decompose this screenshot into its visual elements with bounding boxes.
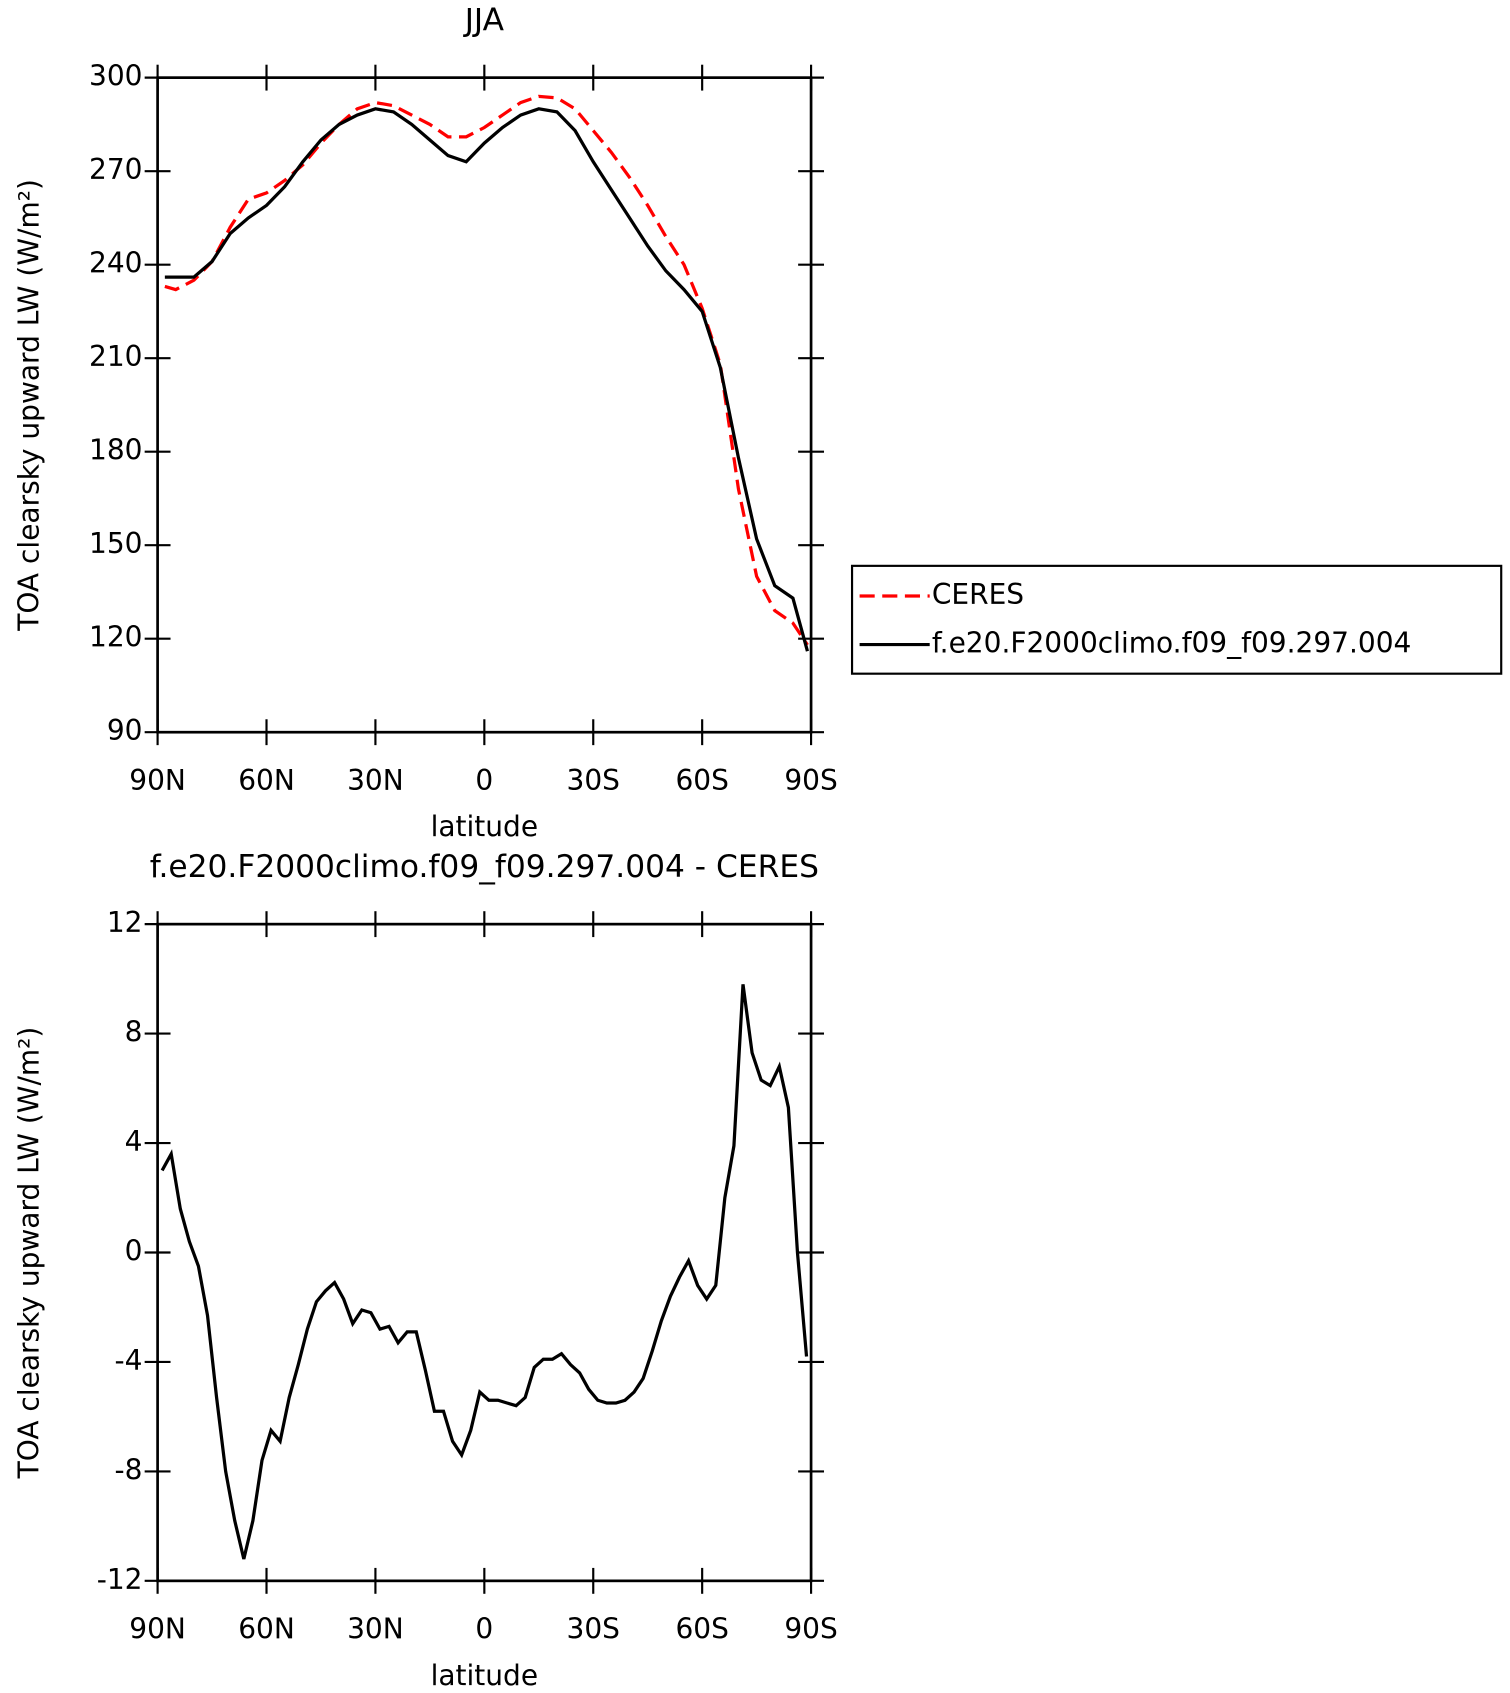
chart-title: JJA xyxy=(463,3,505,39)
data-line xyxy=(164,107,810,652)
x-tick-label: 90N xyxy=(129,764,186,797)
x-axis-label: latitude xyxy=(431,810,538,843)
data-line xyxy=(160,984,809,1560)
x-tick-label: 0 xyxy=(475,764,493,797)
legend-label: f.e20.F2000climo.f09_f09.297.004 xyxy=(932,627,1412,660)
legend-box xyxy=(850,564,1503,675)
plot-frame xyxy=(156,76,813,734)
data-line xyxy=(164,94,809,646)
x-axis-label: latitude xyxy=(431,1659,538,1692)
x-tick-label: 30N xyxy=(347,764,404,797)
x-tick-label: 30N xyxy=(347,1612,404,1645)
y-axis-label: TOA clearsky upward LW (W/m²) xyxy=(12,179,45,632)
plot-frame xyxy=(156,922,813,1583)
y-axis-label: TOA clearsky upward LW (W/m²) xyxy=(12,1027,45,1480)
x-tick-label: 60N xyxy=(238,764,295,797)
x-tick-label: 0 xyxy=(475,1612,493,1645)
x-tick-label: 90N xyxy=(129,1612,186,1645)
y-tick-label: -8 xyxy=(115,1453,143,1486)
y-tick-label: 210 xyxy=(89,340,142,373)
x-tick-label: 90S xyxy=(784,1612,837,1645)
y-tick-label: 300 xyxy=(89,60,142,93)
y-tick-label: 180 xyxy=(89,434,142,467)
y-tick-label: 270 xyxy=(89,153,142,186)
y-tick-label: -12 xyxy=(97,1563,143,1596)
y-tick-label: 240 xyxy=(89,247,142,280)
x-tick-label: 30S xyxy=(567,764,620,797)
x-tick-label: 60S xyxy=(675,1612,728,1645)
x-tick-label: 30S xyxy=(567,1612,620,1645)
y-tick-label: 90 xyxy=(107,714,143,747)
legend-label: CERES xyxy=(932,578,1024,611)
y-tick-label: 0 xyxy=(125,1234,143,1267)
chart-title: f.e20.F2000climo.f09_f09.297.004 - CERES xyxy=(150,849,819,885)
y-tick-label: 150 xyxy=(89,527,142,560)
y-tick-label: -4 xyxy=(115,1344,143,1377)
y-tick-label: 12 xyxy=(107,906,143,939)
x-tick-label: 60S xyxy=(675,764,728,797)
y-tick-label: 120 xyxy=(89,621,142,654)
x-tick-label: 60N xyxy=(238,1612,295,1645)
y-tick-label: 4 xyxy=(125,1125,143,1158)
x-tick-label: 90S xyxy=(784,764,837,797)
y-tick-label: 8 xyxy=(125,1016,143,1049)
